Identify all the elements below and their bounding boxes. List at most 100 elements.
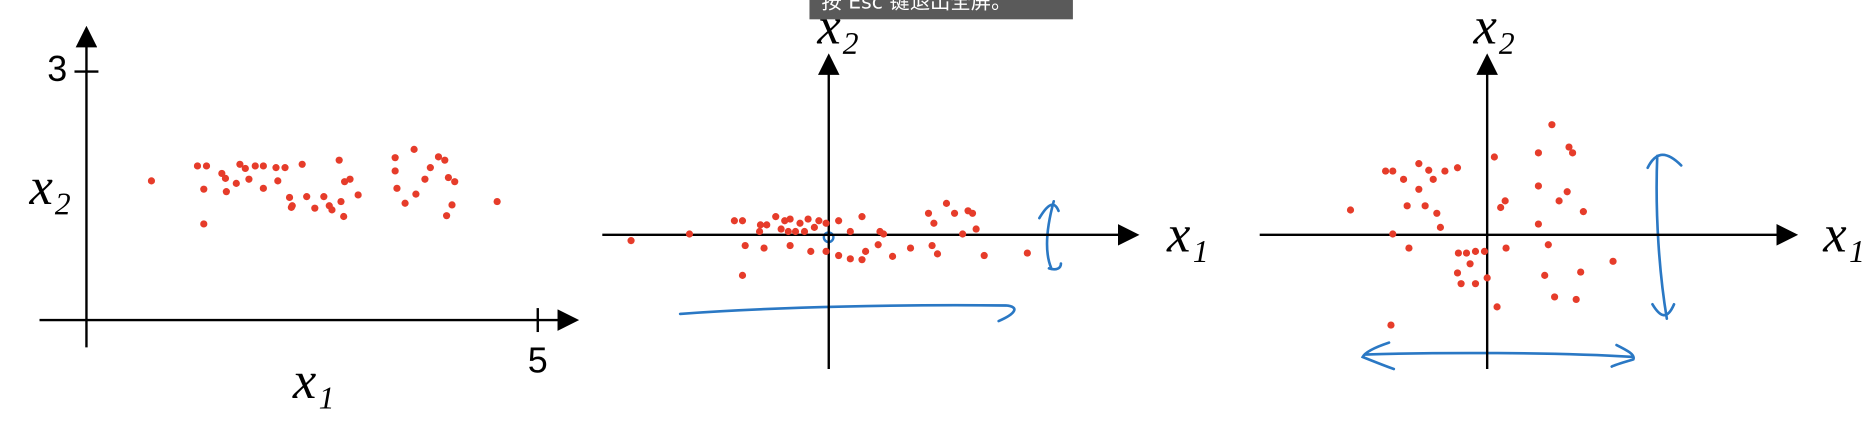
- data-point: [1544, 241, 1552, 249]
- data-point: [1579, 208, 1587, 216]
- data-point: [1471, 280, 1480, 288]
- data-point: [147, 177, 156, 185]
- data-point: [930, 219, 938, 227]
- hand-drawn-arrows: [678, 153, 1683, 371]
- data-point: [451, 178, 459, 186]
- data-point: [434, 153, 443, 161]
- data-point: [777, 225, 785, 233]
- data-point: [1490, 153, 1498, 161]
- data-point: [874, 241, 882, 249]
- y-axis-label: x₂: [28, 158, 71, 216]
- data-point: [755, 227, 764, 236]
- data-point: [444, 173, 452, 182]
- data-point: [888, 252, 897, 260]
- data-point: [421, 175, 429, 183]
- data-point: [1453, 269, 1462, 277]
- data-point: [245, 175, 253, 183]
- hand-arrow: [678, 303, 1016, 323]
- data-point: [933, 250, 942, 258]
- data-point: [1429, 175, 1437, 183]
- data-point: [950, 209, 959, 217]
- data-point: [1548, 121, 1556, 129]
- data-point: [1462, 249, 1471, 257]
- data-point: [1381, 167, 1390, 175]
- data-point: [804, 215, 812, 223]
- data-point: [393, 184, 401, 192]
- data-point: [218, 169, 226, 178]
- data-point: [1501, 197, 1509, 205]
- data-point: [1534, 182, 1543, 190]
- fullscreen-tip-text: 按 Esc 键退出全屏。: [821, 0, 1011, 14]
- data-point: [924, 209, 933, 217]
- data-point: [222, 188, 230, 196]
- data-point: [251, 162, 259, 170]
- data-point: [320, 193, 328, 201]
- data-point: [340, 212, 348, 221]
- data-point: [1457, 280, 1465, 288]
- data-point: [815, 217, 823, 225]
- data-point: [781, 217, 789, 225]
- data-point: [410, 145, 418, 153]
- data-point: [1471, 247, 1480, 255]
- data-point: [341, 178, 349, 186]
- data-point: [259, 184, 267, 192]
- data-point: [236, 160, 244, 168]
- data-point: [835, 251, 843, 260]
- x-axis-label: x₁: [1822, 206, 1865, 264]
- data-point: [879, 230, 888, 238]
- data-point: [772, 213, 780, 221]
- data-point: [784, 227, 792, 236]
- data-point: [337, 197, 345, 206]
- data-point: [412, 190, 420, 198]
- hand-arrow: [1038, 200, 1063, 271]
- data-point: [1577, 268, 1585, 276]
- data-point: [1534, 220, 1543, 228]
- data-point: [835, 217, 843, 225]
- data-point: [200, 220, 208, 228]
- data-point: [1405, 244, 1413, 252]
- x-axis-label: x₁: [292, 352, 335, 410]
- hand-arrow: [1646, 153, 1683, 320]
- data-point: [1454, 249, 1462, 257]
- data-point: [822, 219, 830, 227]
- x-tick-label: 5: [528, 340, 548, 381]
- data-point: [391, 154, 399, 162]
- data-point: [1346, 206, 1355, 214]
- data-point: [1480, 247, 1489, 255]
- data-point: [232, 179, 240, 187]
- data-point: [311, 204, 319, 212]
- data-point: [1609, 257, 1617, 265]
- data-point: [221, 174, 230, 182]
- data-point: [627, 237, 635, 245]
- data-point: [1483, 274, 1491, 282]
- data-point: [441, 156, 449, 164]
- data-point: [807, 247, 815, 255]
- data-point: [810, 223, 818, 231]
- data-point: [1415, 185, 1423, 193]
- data-point: [426, 164, 434, 172]
- data-point: [1389, 230, 1397, 238]
- data-point: [193, 162, 202, 170]
- data-point: [959, 230, 967, 238]
- data-point: [822, 247, 830, 255]
- data-point: [259, 162, 267, 170]
- data-point: [738, 217, 747, 225]
- data-point: [1493, 303, 1501, 311]
- data-point: [1466, 260, 1474, 268]
- fullscreen-tip: [809, 0, 1073, 20]
- data-point: [298, 160, 306, 168]
- data-point: [1441, 167, 1449, 175]
- data-point: [285, 193, 294, 202]
- hand-arrow: [1360, 341, 1635, 371]
- data-point: [493, 197, 501, 206]
- data-point: [200, 185, 208, 193]
- data-point: [846, 255, 854, 263]
- data-point: [241, 164, 249, 173]
- data-point: [202, 162, 211, 170]
- data-point: [1387, 321, 1395, 329]
- data-point: [448, 201, 456, 209]
- data-point: [1389, 167, 1397, 175]
- data-point: [303, 193, 311, 201]
- y-tick-label: 3: [47, 48, 67, 89]
